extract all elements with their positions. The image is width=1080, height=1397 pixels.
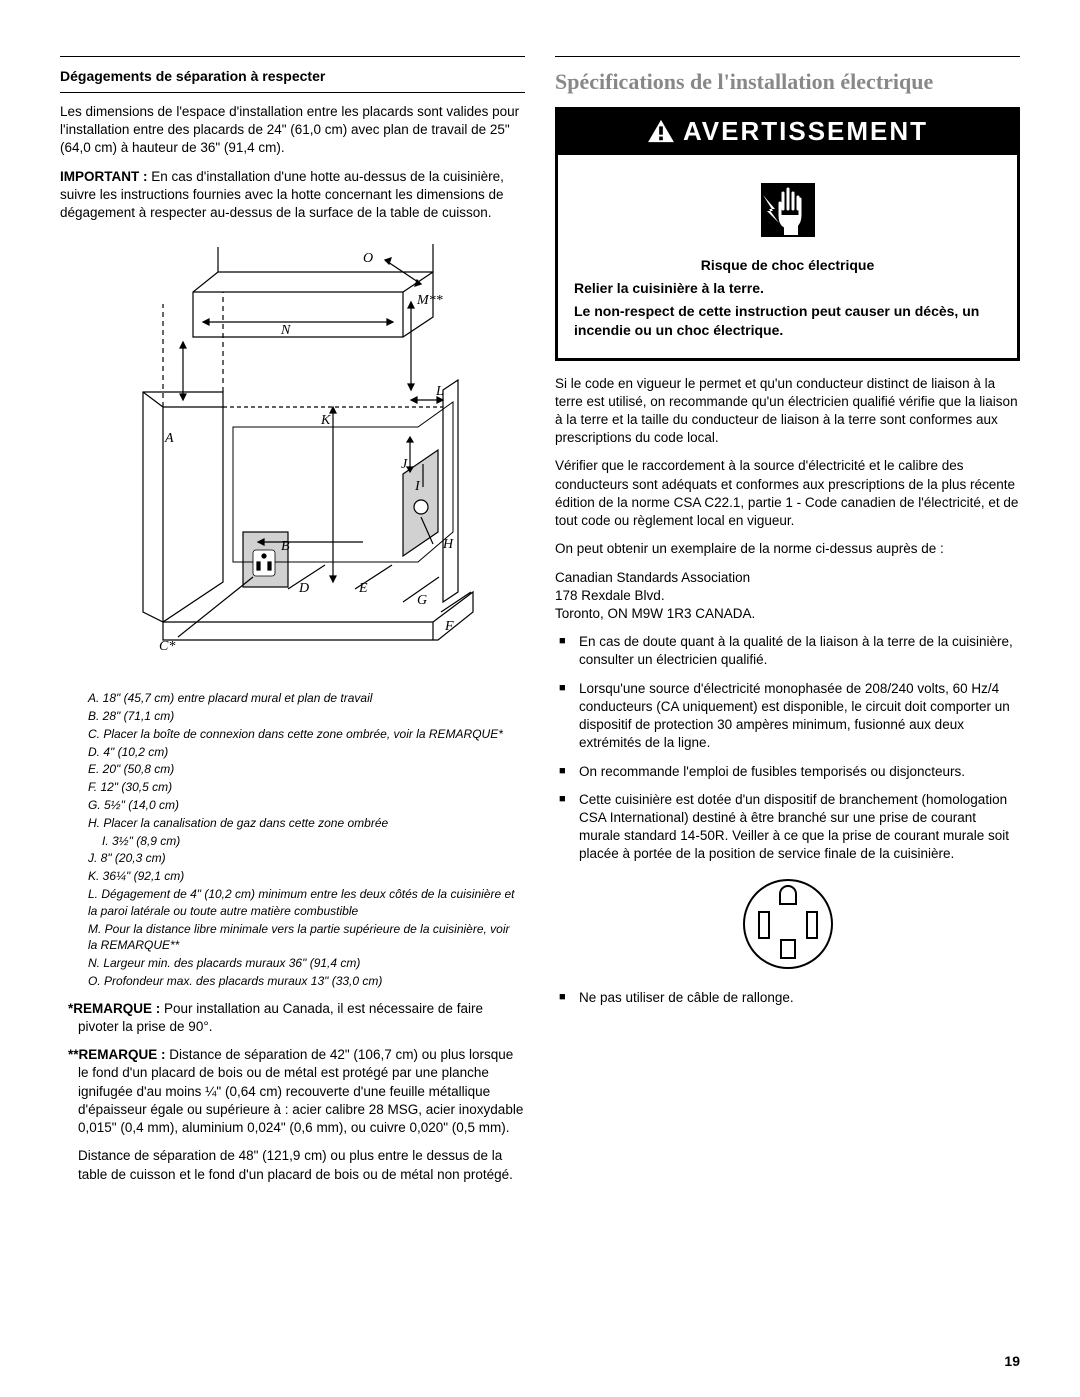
paragraph: On peut obtenir un exemplaire de la norm… <box>555 540 1020 558</box>
warning-box: AVERTISSEMENT Risque de choc électri <box>555 107 1020 361</box>
list-item: Cette cuisinière est dotée d'un disposit… <box>555 791 1020 864</box>
rule <box>60 92 525 93</box>
left-column: Dégagements de séparation à respecter Le… <box>60 50 525 1184</box>
clearance-diagram: O M** N L K A J I H B D E G F C* <box>103 232 483 682</box>
address-line: 178 Rexdale Blvd. <box>555 587 1020 605</box>
diagram-label-O: O <box>363 251 373 266</box>
rule <box>555 56 1020 57</box>
shock-hand-icon <box>574 165 1001 256</box>
bullet-list: Ne pas utiliser de câble de rallonge. <box>555 989 1020 1007</box>
spec-title: Spécifications de l'installation électri… <box>555 67 1020 97</box>
diagram-label-D: D <box>298 581 309 596</box>
diagram-label-B: B <box>281 539 290 554</box>
remark-label: *REMARQUE : <box>68 1001 164 1016</box>
dim-J: J. 8" (20,3 cm) <box>88 850 515 867</box>
dim-G: G. 5½" (14,0 cm) <box>88 797 515 814</box>
diagram-label-C: C* <box>159 639 175 654</box>
section-heading: Dégagements de séparation à respecter <box>60 67 525 86</box>
diagram-label-M: M** <box>416 293 443 308</box>
remark-label: **REMARQUE : <box>68 1047 169 1062</box>
diagram-label-N: N <box>280 323 291 338</box>
dim-E: E. 20" (50,8 cm) <box>88 761 515 778</box>
diagram-label-H: H <box>442 537 454 552</box>
diagram-label-F: F <box>444 619 454 634</box>
warn-line-1: Risque de choc électrique <box>574 256 1001 275</box>
paragraph: Les dimensions de l'espace d'installatio… <box>60 103 525 158</box>
paragraph: Vérifier que le raccordement à la source… <box>555 457 1020 530</box>
right-column: Spécifications de l'installation électri… <box>555 50 1020 1184</box>
dim-H: H. Placer la canalisation de gaz dans ce… <box>88 815 515 832</box>
diagram-label-L: L <box>435 384 444 399</box>
dim-D: D. 4" (10,2 cm) <box>88 744 515 761</box>
list-item: On recommande l'emploi de fusibles tempo… <box>555 763 1020 781</box>
diagram-label-G: G <box>417 593 427 608</box>
dim-N: N. Largeur min. des placards muraux 36" … <box>88 955 515 972</box>
dim-F: F. 12" (30,5 cm) <box>88 779 515 796</box>
remark-3: Distance de séparation de 48" (121,9 cm)… <box>60 1147 525 1183</box>
diagram-label-E: E <box>358 581 368 596</box>
dim-I: I. 3½" (8,9 cm) <box>88 833 515 850</box>
rule <box>60 56 525 57</box>
warn-line-3: Le non-respect de cette instruction peut… <box>574 302 1001 340</box>
dim-M: M. Pour la distance libre minimale vers … <box>88 921 515 955</box>
list-item: Ne pas utiliser de câble de rallonge. <box>555 989 1020 1007</box>
diagram-label-K: K <box>320 413 331 428</box>
dim-O: O. Profondeur max. des placards muraux 1… <box>88 973 515 990</box>
dim-B: B. 28" (71,1 cm) <box>88 708 515 725</box>
diagram-label-A: A <box>164 431 174 446</box>
warn-line-2: Relier la cuisinière à la terre. <box>574 279 1001 298</box>
dim-A: A. 18" (45,7 cm) entre placard mural et … <box>88 690 515 707</box>
warning-header: AVERTISSEMENT <box>558 110 1017 155</box>
address-line: Canadian Standards Association <box>555 569 1020 587</box>
page-number: 19 <box>1004 1352 1020 1371</box>
warning-title: AVERTISSEMENT <box>683 114 928 149</box>
address-line: Toronto, ON M9W 1R3 CANADA. <box>555 605 1020 623</box>
remark-1: *REMARQUE : Pour installation au Canada,… <box>60 1000 525 1036</box>
dim-C: C. Placer la boîte de connexion dans cet… <box>88 726 515 743</box>
list-item: Lorsqu'une source d'électricité monophas… <box>555 680 1020 753</box>
remark-2: **REMARQUE : Distance de séparation de 4… <box>60 1046 525 1137</box>
important-label: IMPORTANT : <box>60 169 151 184</box>
paragraph: IMPORTANT : En cas d'installation d'une … <box>60 168 525 223</box>
dim-K: K. 36¼" (92,1 cm) <box>88 868 515 885</box>
warning-triangle-icon <box>647 119 675 143</box>
warning-text: Risque de choc électrique Relier la cuis… <box>574 256 1001 340</box>
dim-L: L. Dégagement de 4" (10,2 cm) minimum en… <box>88 886 515 920</box>
diagram-label-J: J <box>401 457 408 472</box>
paragraph: Si le code en vigueur le permet et qu'un… <box>555 375 1020 448</box>
list-item: En cas de doute quant à la qualité de la… <box>555 633 1020 669</box>
dimension-legend: A. 18" (45,7 cm) entre placard mural et … <box>60 690 525 990</box>
bullet-list: En cas de doute quant à la qualité de la… <box>555 633 1020 863</box>
outlet-diagram <box>555 874 1020 979</box>
